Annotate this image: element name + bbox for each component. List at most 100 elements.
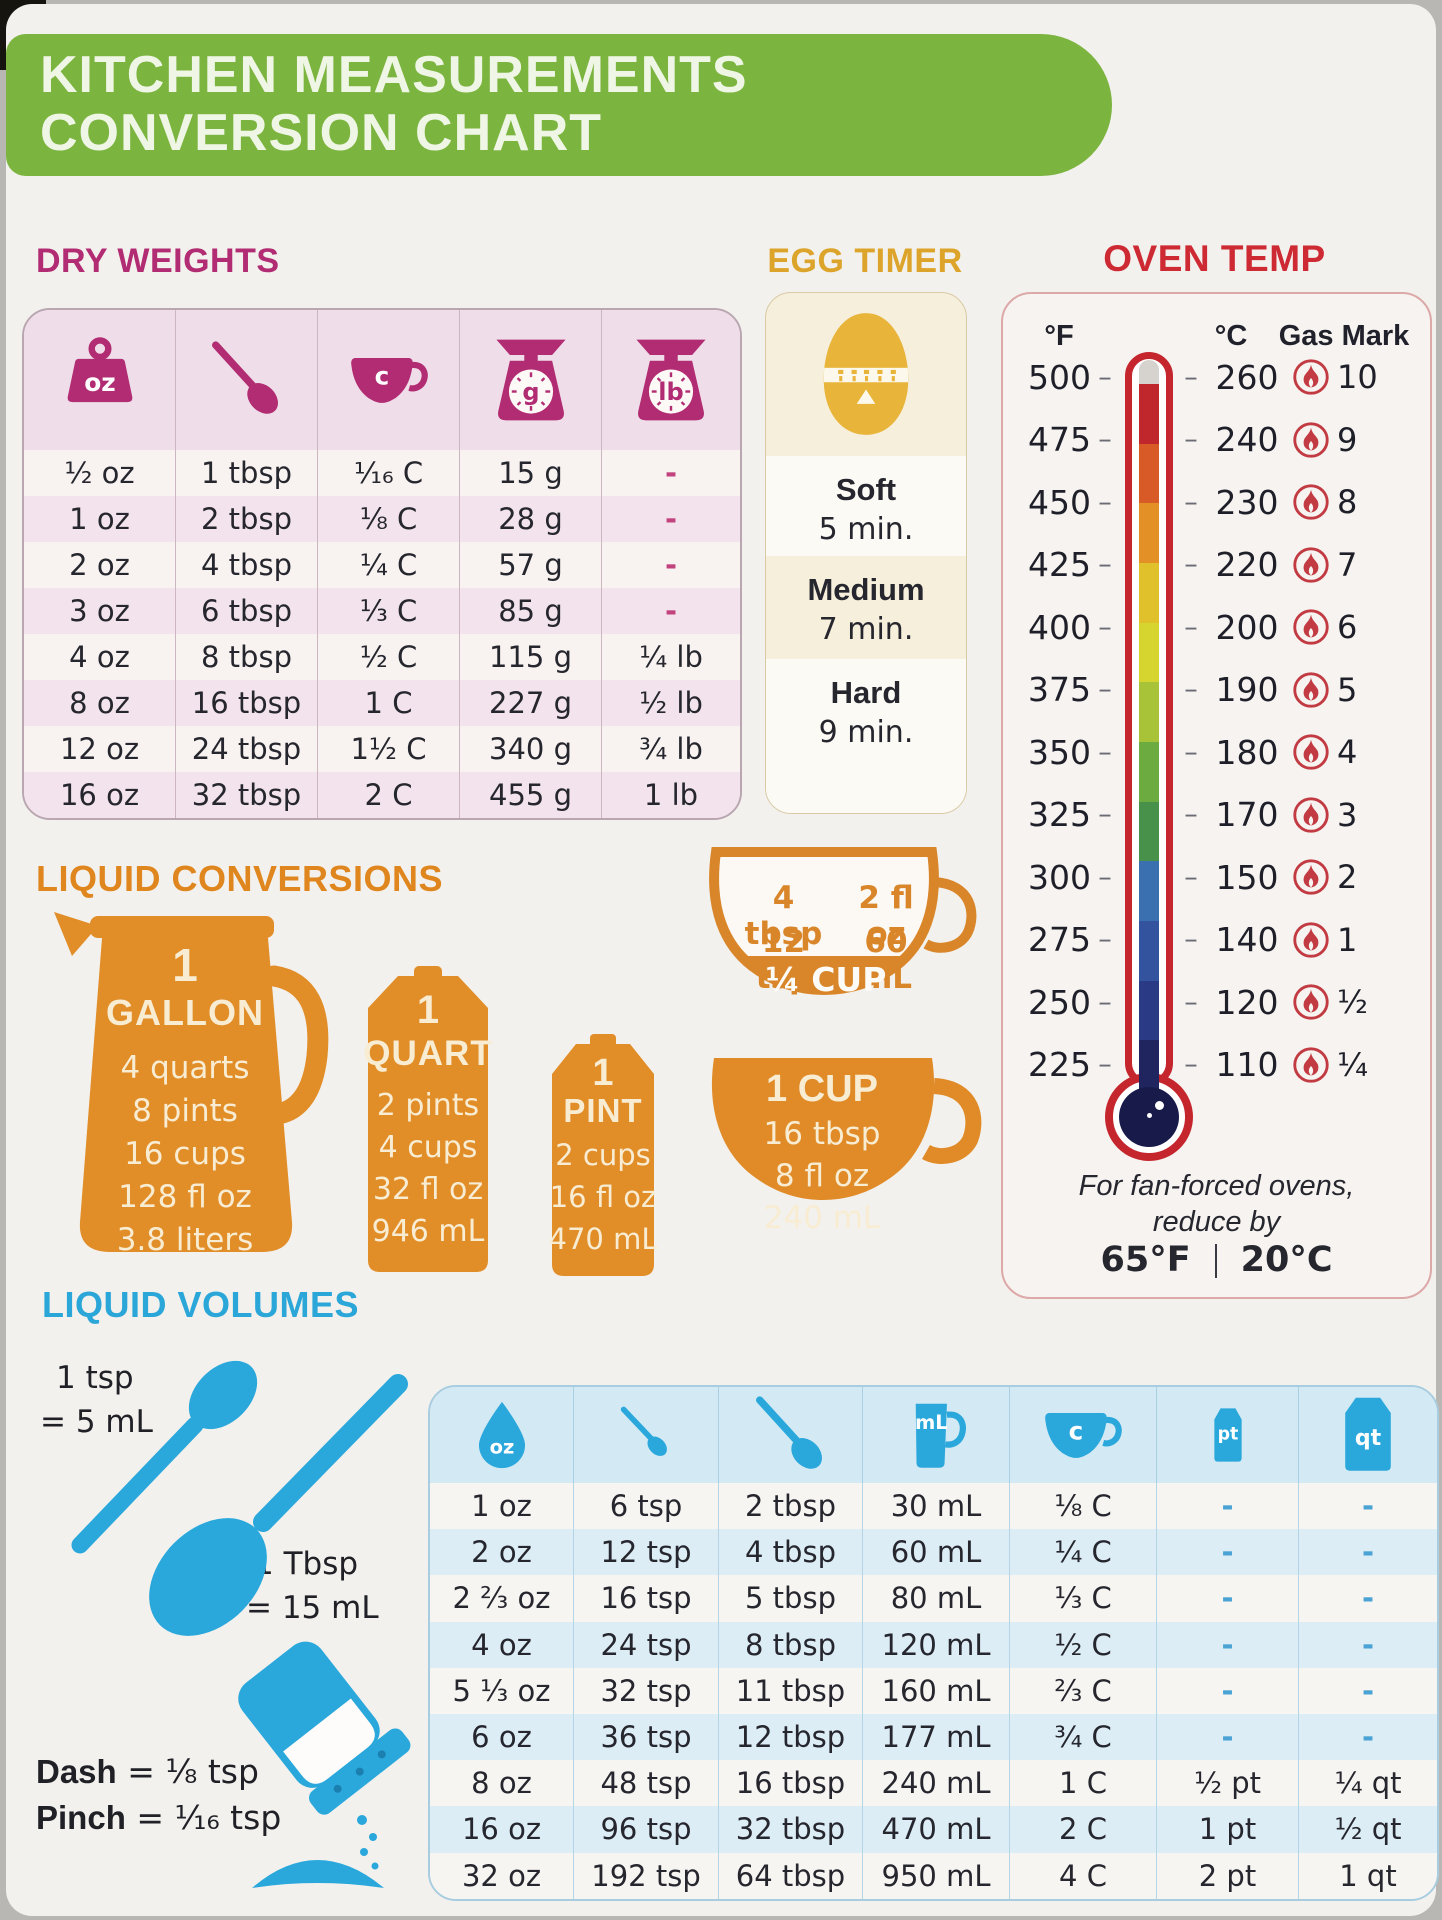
table-cell: 455 g <box>460 772 602 818</box>
pint-line: 2 cups <box>555 1138 651 1172</box>
tick-mark: – <box>1098 424 1112 456</box>
table-cell: - <box>602 542 740 588</box>
table-cell: 1 oz <box>430 1483 574 1530</box>
oven-temp-row: 400– –200 6 <box>1003 596 1430 659</box>
table-cell: 1 pt <box>1157 1806 1299 1853</box>
liquid-volumes-heading: LIQUID VOLUMES <box>42 1284 360 1325</box>
tick-mark: – <box>1184 674 1198 706</box>
page-title-line2: CONVERSION CHART <box>40 104 603 162</box>
oven-temp-row: 500– –260 10 <box>1003 346 1430 409</box>
fahrenheit-value: 425 <box>1028 545 1091 585</box>
pint-carton: 1 PINT 2 cups 16 fl oz 470 mL <box>528 1028 678 1288</box>
quart-carton: 1 QUART 2 pints 4 cups 32 fl oz 946 mL <box>338 958 518 1288</box>
table-cell: - <box>1299 1575 1437 1622</box>
one-cup-icon <box>711 1058 982 1200</box>
tick-mark: – <box>1098 486 1112 518</box>
thermometer-tip <box>1139 360 1159 384</box>
celsius-value: 110 <box>1215 1045 1279 1085</box>
egg-soft-time: 5 min. <box>818 512 914 547</box>
scale-lb-icon: lb <box>602 310 740 450</box>
tick-mark: – <box>1184 549 1198 581</box>
salt-shaker-icon <box>212 1630 427 1900</box>
thermometer-segment <box>1139 443 1159 504</box>
table-cell: 3 oz <box>24 588 176 634</box>
tick-mark: – <box>1098 549 1112 581</box>
tbsp-note-label: 1 Tbsp <box>254 1546 359 1582</box>
flame-icon <box>1289 544 1333 586</box>
table-cell: ⅓ C <box>1010 1575 1157 1622</box>
pint-line: 470 mL <box>548 1222 658 1256</box>
tick-mark: – <box>1184 799 1198 831</box>
table-cell: 2 oz <box>430 1529 574 1576</box>
flame-icon <box>1289 919 1333 961</box>
table-cell: - <box>1299 1529 1437 1576</box>
tick-mark: – <box>1098 611 1112 643</box>
quart-qty: 1 <box>416 988 440 1032</box>
oven-temp-rows: 500– –260 10 475– –240 9 450– –230 8 425– –220 7 400… <box>1003 346 1430 1096</box>
pinch-note: Pinch = ¹⁄₁₆ tsp <box>36 1798 281 1837</box>
gallon-qty: 1 <box>172 939 198 991</box>
page-title-line1: KITCHEN MEASUREMENTS <box>40 46 748 104</box>
thermometer-segment <box>1139 682 1159 743</box>
tick-mark: – <box>1098 361 1112 393</box>
oven-temp-row: 475– –240 9 <box>1003 409 1430 472</box>
gas-mark-value: 10 <box>1337 358 1378 397</box>
table-cell: 12 tsp <box>574 1529 719 1576</box>
table-cell: 1 tbsp <box>176 450 318 496</box>
gas-mark-value: ¼ <box>1337 1045 1369 1084</box>
oven-temp-row: 425– –220 7 <box>1003 534 1430 597</box>
table-cell: 15 g <box>460 450 602 496</box>
table-cell: 64 tbsp <box>719 1852 863 1899</box>
celsius-value: 140 <box>1215 920 1279 960</box>
table-cell: 8 oz <box>24 680 176 726</box>
thermometer-segment <box>1139 503 1159 564</box>
page-title: KITCHEN MEASUREMENTS CONVERSION CHART <box>40 46 748 162</box>
quart-line: 4 cups <box>378 1130 478 1165</box>
gallon-jug: 1 GALLON 4 quarts 8 pints 16 cups 128 fl… <box>40 900 330 1280</box>
tick-mark: – <box>1098 986 1112 1018</box>
fan-forced-note-line2: reduce by <box>1152 1206 1281 1238</box>
oven-temp-row: 350– –180 4 <box>1003 721 1430 784</box>
flame-icon <box>1289 1044 1333 1086</box>
egg-hard-row: Hard 9 min. <box>766 659 966 813</box>
table-cell: 5 tbsp <box>719 1575 863 1622</box>
table-cell: 12 tbsp <box>719 1713 863 1761</box>
tick-mark: – <box>1098 736 1112 768</box>
quarter-cup-tsp: 12 tsp <box>755 924 812 996</box>
flame-icon <box>1289 731 1333 773</box>
flame-icon <box>1289 669 1333 711</box>
table-cell: 28 g <box>460 496 602 542</box>
egg-soft-label: Soft <box>835 472 897 507</box>
tablespoon-graphic-icon <box>88 1362 418 1657</box>
egg-medium-row: Medium 7 min. <box>766 556 966 659</box>
table-cell: 2 C <box>318 772 460 818</box>
dash-note: Dash = ⅛ tsp <box>36 1752 259 1791</box>
quart-unit: QUART <box>363 1034 493 1073</box>
svg-text:qt: qt <box>1355 1426 1382 1451</box>
tick-mark: – <box>1184 736 1198 768</box>
quarter-cup-floz: 2 fl oz <box>858 880 914 952</box>
table-cell: 6 tbsp <box>176 588 318 634</box>
gas-mark-value: ½ <box>1337 983 1369 1022</box>
svg-text:c: c <box>374 361 389 390</box>
celsius-value: 190 <box>1215 670 1279 710</box>
table-cell: - <box>1157 1483 1299 1530</box>
oven-temp-row: 375– –190 5 <box>1003 659 1430 722</box>
table-cell: ½ qt <box>1299 1806 1437 1853</box>
gallon-line: 3.8 liters <box>116 1222 254 1258</box>
table-cell: 24 tbsp <box>176 726 318 772</box>
fan-forced-note-line1: For fan-forced ovens, <box>1078 1170 1355 1202</box>
fahrenheit-column-header: °F <box>1044 320 1074 352</box>
quarter-cup-ml: 60 mL <box>859 924 913 996</box>
table-cell: 177 mL <box>863 1713 1010 1761</box>
table-cell: 1 qt <box>1299 1852 1437 1899</box>
fahrenheit-value: 250 <box>1028 982 1091 1022</box>
flame-icon <box>1289 856 1333 898</box>
fahrenheit-value: 400 <box>1028 607 1091 647</box>
carton-qt-icon: qt <box>1299 1387 1437 1483</box>
one-cup: 1 CUP 16 tbsp 8 fl oz 240 mL <box>702 1048 987 1248</box>
table-cell: 4 tbsp <box>719 1529 863 1576</box>
quart-line: 2 pints <box>376 1088 480 1123</box>
flame-icon <box>1289 606 1333 648</box>
